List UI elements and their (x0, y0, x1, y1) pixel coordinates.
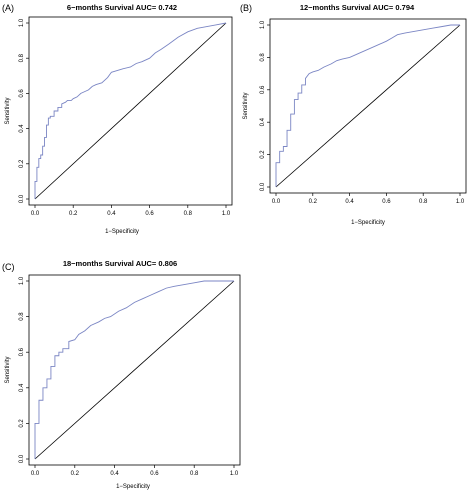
y-tick-label: 0.4 (19, 383, 25, 392)
panel-letter: (B) (240, 3, 252, 13)
x-tick-label: 1.0 (456, 199, 465, 205)
y-axis-label: Sensitivity (5, 356, 11, 383)
roc-curve (34, 22, 227, 199)
reference-diagonal (275, 24, 461, 188)
panel-letter: (C) (2, 262, 15, 272)
x-tick-label: 0.6 (145, 211, 154, 217)
y-tick-label: 0.0 (19, 194, 25, 203)
x-tick-label: 0.6 (150, 471, 159, 477)
y-tick-label: 0.2 (19, 159, 25, 168)
panel-letter: (A) (2, 3, 14, 13)
x-tick-label: 0.6 (382, 199, 391, 205)
roc-panel-3: (C) 18−months Survival AUC= 0.806 0.0 0.2 0.… (2, 259, 241, 490)
reference-diagonal (34, 280, 235, 460)
y-tick-label: 0.2 (19, 419, 25, 428)
roc-curve (34, 280, 234, 459)
x-tick-label: 1.0 (222, 211, 231, 217)
x-tick-label: 0.8 (184, 211, 193, 217)
chart-title: 18−months Survival AUC= 0.806 (63, 259, 177, 268)
y-tick-label: 0.6 (260, 85, 266, 94)
chart-title: 12−months Survival AUC= 0.794 (300, 3, 415, 12)
y-axis-label: Sensitivity (243, 92, 249, 119)
x-tick-label: 0.8 (190, 471, 199, 477)
y-tick-label: 1.0 (260, 20, 266, 29)
x-tick-label: 1.0 (230, 471, 239, 477)
x-axis-label: 1−Specificity (105, 229, 139, 235)
x-axis-label: 1−Specificity (116, 484, 150, 490)
y-tick-label: 0.8 (260, 53, 266, 62)
y-tick-label: 0.6 (19, 347, 25, 356)
x-tick-label: 0.4 (345, 199, 354, 205)
y-tick-label: 0.4 (260, 117, 266, 126)
y-tick-label: 0.8 (19, 312, 25, 321)
x-tick-label: 0.0 (31, 211, 40, 217)
y-tick-label: 0.4 (19, 124, 25, 133)
y-tick-label: 1.0 (19, 276, 25, 285)
x-tick-label: 0.0 (31, 471, 40, 477)
plot-frame (269, 18, 467, 194)
x-axis-label: 1−Specificity (351, 220, 385, 226)
y-tick-label: 0.2 (260, 150, 266, 159)
x-tick-label: 0.2 (69, 211, 78, 217)
plot-frame (28, 274, 241, 466)
roc-panel-2: (B) 12−months Survival AUC= 0.794 0.0 0.2 0.… (240, 3, 467, 226)
y-tick-label: 0.8 (19, 53, 25, 62)
x-tick-label: 0.4 (107, 211, 116, 217)
roc-curve (275, 24, 460, 187)
y-axis-label: Sensitivity (5, 97, 11, 124)
y-tick-label: 1.0 (19, 18, 25, 27)
chart-title: 6−months Survival AUC= 0.742 (67, 3, 177, 12)
x-tick-label: 0.2 (71, 471, 80, 477)
x-tick-label: 0.8 (419, 199, 428, 205)
x-tick-label: 0.0 (272, 199, 281, 205)
x-tick-label: 0.2 (309, 199, 318, 205)
roc-panel-1: (A) 6−months Survival AUC= 0.742 0.0 0.2 0.4… (2, 3, 233, 235)
x-tick-label: 0.4 (110, 471, 119, 477)
plot-frame (28, 16, 233, 206)
y-tick-label: 0.0 (19, 454, 25, 463)
reference-diagonal (34, 22, 227, 200)
y-tick-label: 0.0 (260, 182, 266, 191)
y-tick-label: 0.6 (19, 89, 25, 98)
